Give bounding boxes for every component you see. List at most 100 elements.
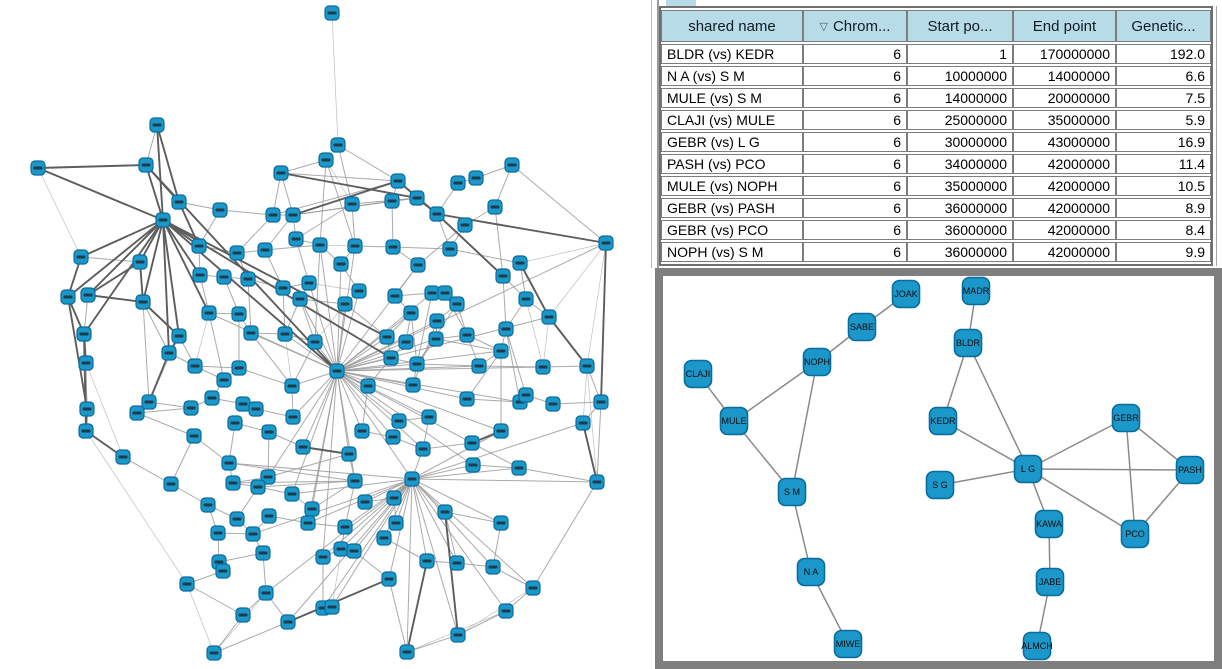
network-node[interactable] — [261, 508, 277, 524]
column-header-shared-name[interactable]: shared name — [661, 10, 803, 42]
network-node-s-m[interactable]: S M — [777, 477, 807, 507]
network-node[interactable] — [30, 160, 46, 176]
network-node[interactable] — [424, 285, 440, 301]
network-node[interactable] — [333, 256, 349, 272]
cell-value[interactable]: 7.5 — [1116, 88, 1211, 108]
network-node[interactable] — [257, 242, 273, 258]
network-node[interactable] — [80, 287, 96, 303]
cell-value[interactable]: 42000000 — [1013, 242, 1116, 262]
column-header-end-point[interactable]: End point — [1013, 10, 1116, 42]
network-node[interactable] — [329, 363, 345, 379]
detail-network-canvas[interactable]: JOAK SABE NOPH CLAJI MULE S M N A MIWE MADR BLDR K… — [663, 276, 1214, 661]
network-node[interactable] — [498, 603, 514, 619]
table-row[interactable]: N A (vs) S M 6 10000000 14000000 6.6 — [661, 66, 1211, 86]
network-node[interactable] — [265, 207, 281, 223]
network-node[interactable] — [275, 280, 291, 296]
network-node[interactable] — [493, 343, 509, 359]
network-node[interactable] — [545, 396, 561, 412]
network-node[interactable] — [227, 415, 243, 431]
cell-value[interactable]: 42000000 — [1013, 198, 1116, 218]
cell-value[interactable]: 8.9 — [1116, 198, 1211, 218]
network-node[interactable] — [216, 372, 232, 388]
network-node[interactable] — [437, 504, 453, 520]
network-node[interactable] — [449, 296, 465, 312]
network-node[interactable] — [225, 475, 241, 491]
network-node[interactable] — [260, 469, 276, 485]
network-node[interactable] — [459, 327, 475, 343]
cell-value[interactable]: 10000000 — [907, 66, 1013, 86]
network-node[interactable] — [204, 390, 220, 406]
network-node[interactable] — [351, 283, 367, 299]
network-node[interactable] — [535, 359, 551, 375]
cell-value[interactable]: 6 — [803, 44, 907, 64]
network-node-sabe[interactable]: SABE — [847, 312, 877, 342]
network-node[interactable] — [243, 325, 259, 341]
cell-value[interactable]: 6 — [803, 242, 907, 262]
network-node[interactable] — [429, 206, 445, 222]
network-node[interactable] — [277, 326, 293, 342]
network-node-bldr[interactable]: BLDR — [953, 328, 983, 358]
network-node[interactable] — [381, 571, 397, 587]
network-node[interactable] — [337, 519, 353, 535]
network-node[interactable] — [235, 396, 251, 412]
network-node[interactable] — [383, 350, 399, 366]
network-node[interactable] — [511, 460, 527, 476]
cell-value[interactable]: 36000000 — [907, 242, 1013, 262]
network-node[interactable] — [575, 415, 591, 431]
cell-value[interactable]: 6 — [803, 176, 907, 196]
network-node-kawa[interactable]: KAWA — [1034, 509, 1064, 539]
network-node[interactable] — [229, 245, 245, 261]
network-node[interactable] — [385, 239, 401, 255]
cell-shared-name[interactable]: MULE (vs) S M — [661, 88, 803, 108]
network-node[interactable] — [240, 271, 256, 287]
cell-value[interactable]: 42000000 — [1013, 220, 1116, 240]
network-node[interactable] — [403, 305, 419, 321]
network-node[interactable] — [186, 428, 202, 444]
network-node[interactable] — [161, 345, 177, 361]
network-node[interactable] — [78, 355, 94, 371]
network-node[interactable] — [179, 576, 195, 592]
table-row[interactable]: MULE (vs) S M 6 14000000 20000000 7.5 — [661, 88, 1211, 108]
network-node[interactable] — [300, 515, 316, 531]
network-node[interactable] — [285, 409, 301, 425]
network-node-almch[interactable]: ALMCH — [1021, 631, 1053, 661]
network-node[interactable] — [485, 559, 501, 575]
network-node[interactable] — [385, 429, 401, 445]
network-node[interactable] — [344, 196, 360, 212]
table-row[interactable]: PASH (vs) PCO 6 34000000 42000000 11.4 — [661, 154, 1211, 174]
cell-value[interactable]: 35000000 — [907, 176, 1013, 196]
network-node[interactable] — [464, 435, 480, 451]
network-node-pash[interactable]: PASH — [1175, 455, 1205, 485]
network-node[interactable] — [459, 391, 475, 407]
network-node[interactable] — [518, 291, 534, 307]
cell-value[interactable]: 6.6 — [1116, 66, 1211, 86]
table-row[interactable]: GEBR (vs) PASH 6 36000000 42000000 8.9 — [661, 198, 1211, 218]
network-node[interactable] — [200, 497, 216, 513]
network-node[interactable] — [404, 471, 420, 487]
cell-value[interactable]: 9.9 — [1116, 242, 1211, 262]
network-node[interactable] — [318, 152, 334, 168]
network-node[interactable] — [284, 378, 300, 394]
network-node[interactable] — [409, 356, 425, 372]
network-node-claji[interactable]: CLAJI — [683, 359, 713, 389]
network-node[interactable] — [273, 165, 289, 181]
cell-value[interactable]: 192.0 — [1116, 44, 1211, 64]
cell-value[interactable]: 1 — [907, 44, 1013, 64]
cell-shared-name[interactable]: N A (vs) S M — [661, 66, 803, 86]
network-node-s-g[interactable]: S G — [925, 470, 955, 500]
network-node[interactable] — [312, 237, 328, 253]
cell-value[interactable]: 35000000 — [1013, 110, 1116, 130]
table-row[interactable]: MULE (vs) NOPH 6 35000000 42000000 10.5 — [661, 176, 1211, 196]
network-node[interactable] — [399, 644, 415, 660]
cell-value[interactable]: 6 — [803, 198, 907, 218]
network-node[interactable] — [428, 331, 444, 347]
cell-value[interactable]: 43000000 — [1013, 132, 1116, 152]
network-node[interactable] — [315, 549, 331, 565]
network-node[interactable] — [330, 137, 346, 153]
network-node[interactable] — [415, 441, 431, 457]
network-node-n-a[interactable]: N A — [796, 557, 826, 587]
network-node[interactable] — [229, 511, 245, 527]
cell-value[interactable]: 25000000 — [907, 110, 1013, 130]
cell-shared-name[interactable]: NOPH (vs) S M — [661, 242, 803, 262]
network-node[interactable] — [525, 580, 541, 596]
